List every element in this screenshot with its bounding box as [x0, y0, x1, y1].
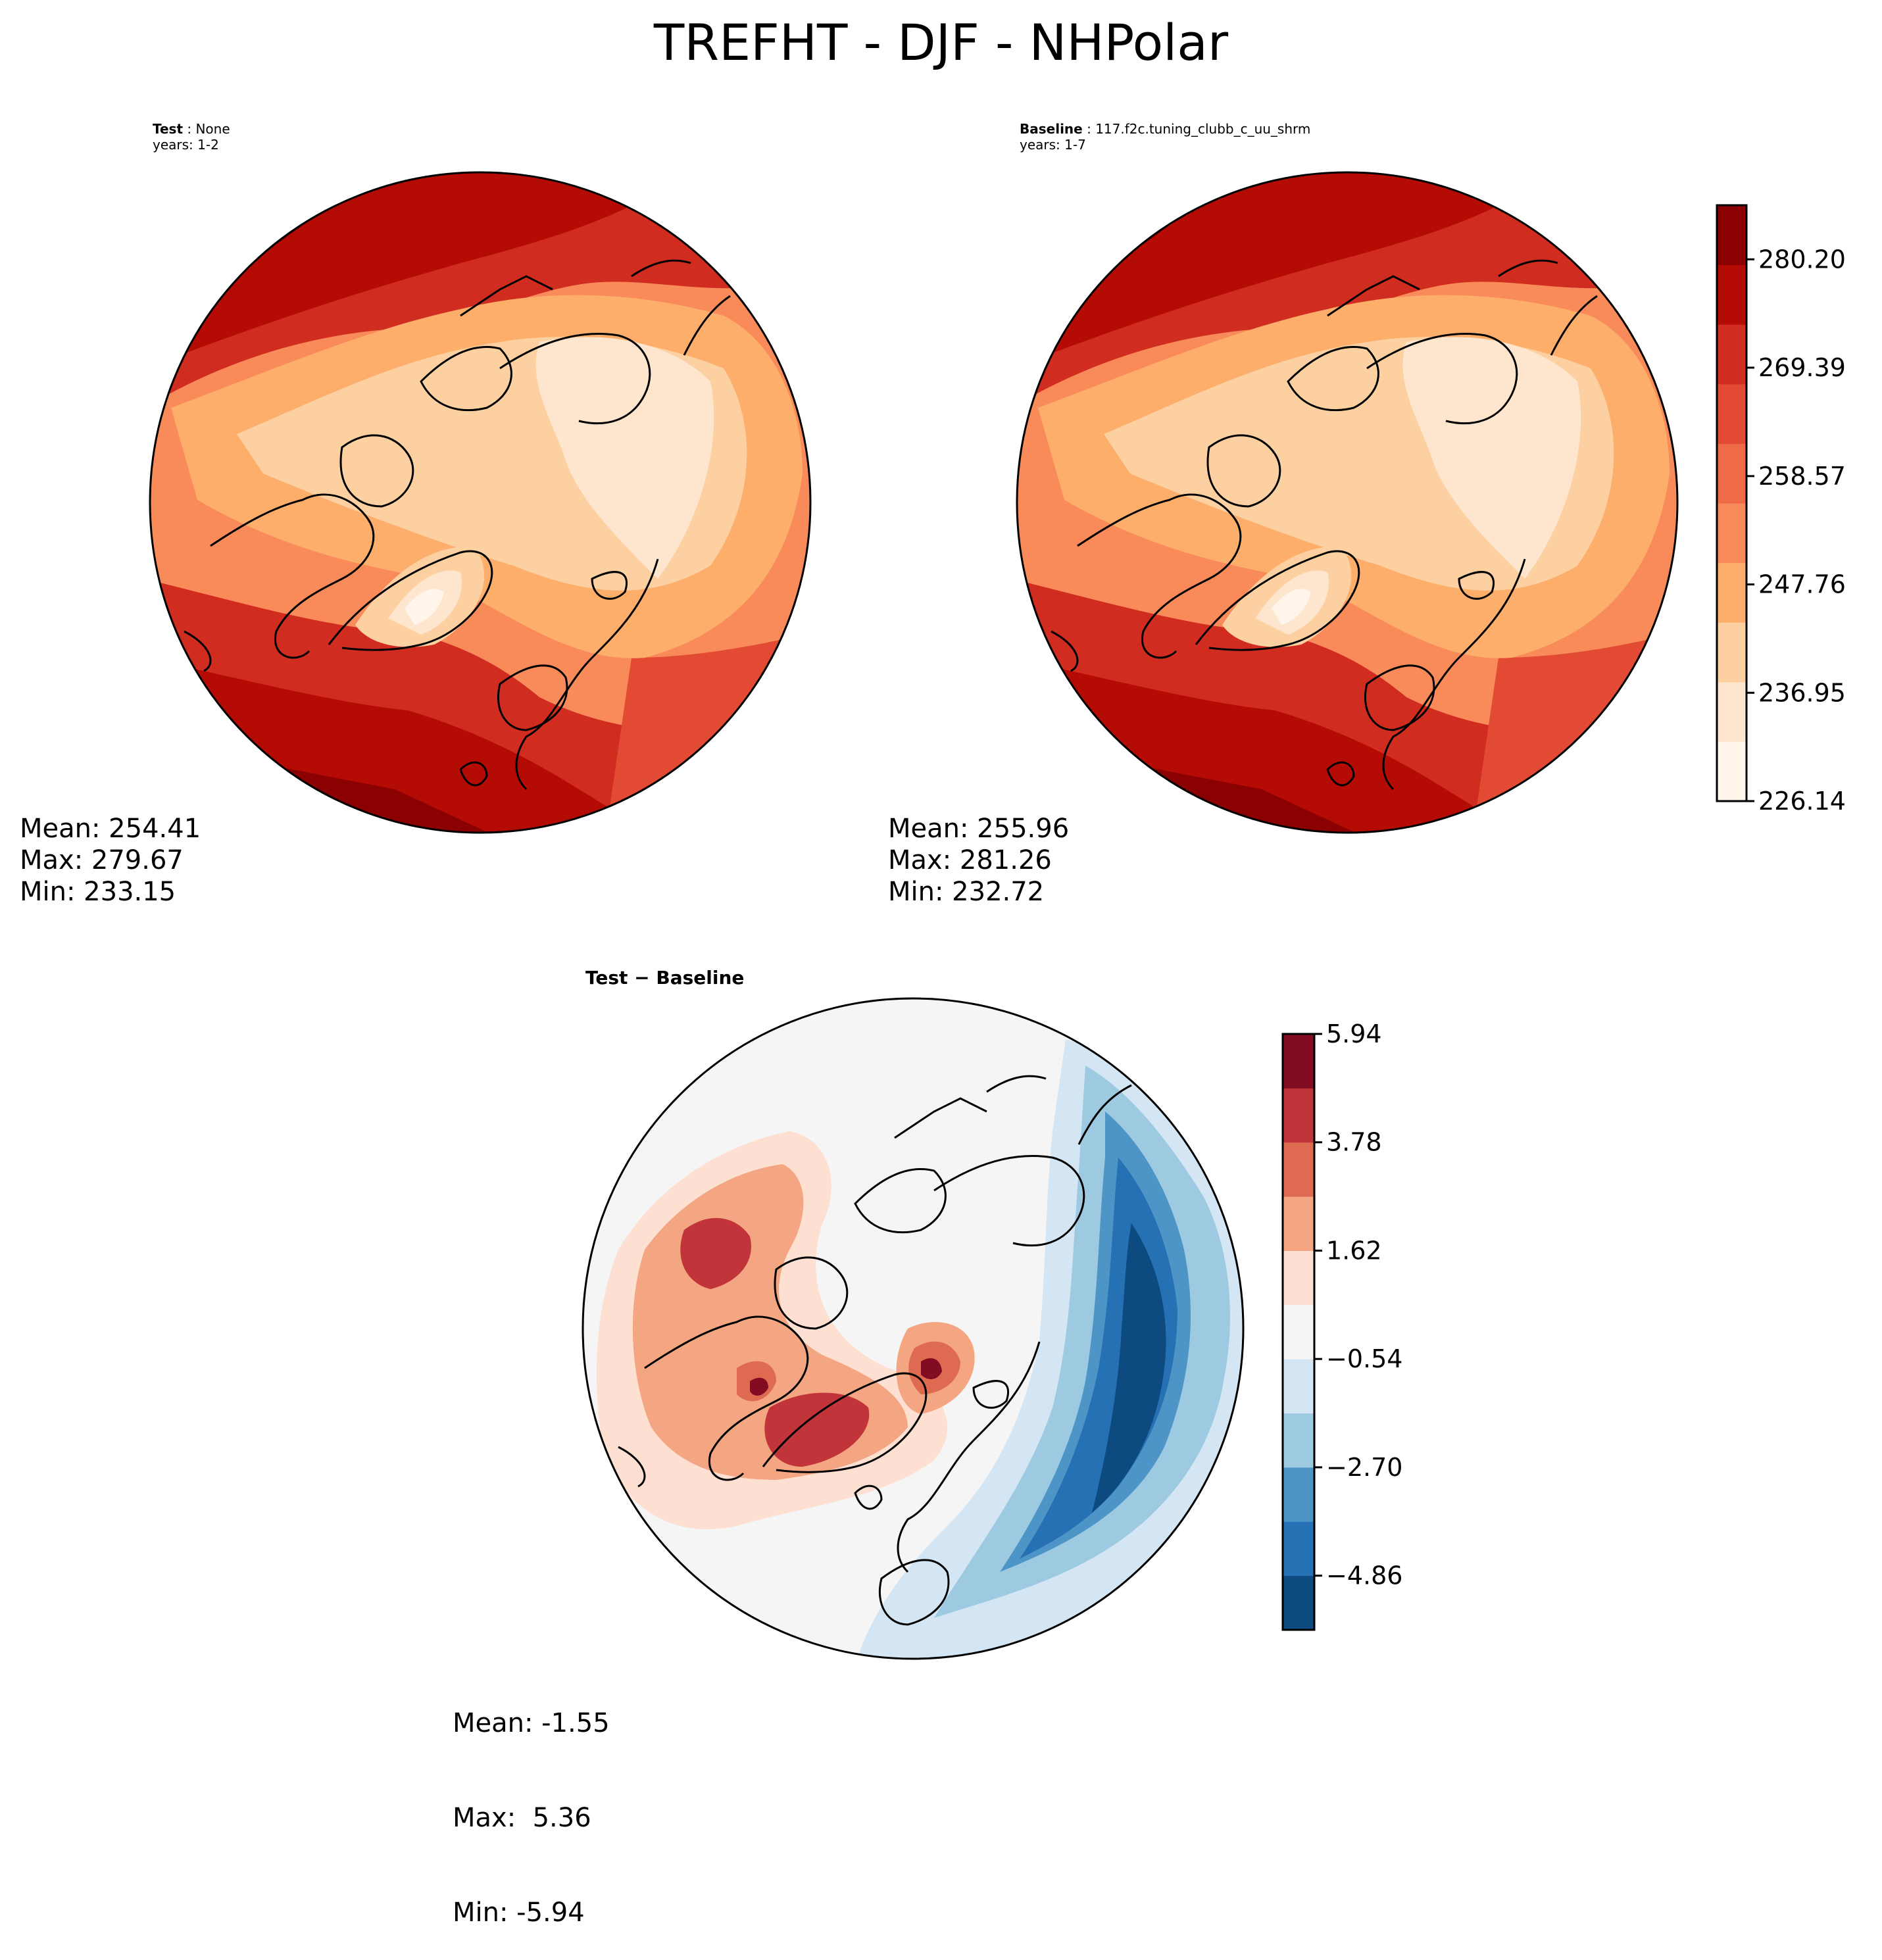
diff-colorbar-band — [1283, 1575, 1314, 1630]
figure-title: TREFHT - DJF - NHPolar — [653, 13, 1229, 72]
diff-colorbar-band — [1283, 1359, 1314, 1414]
abs-colorbar-tick-label: 280.20 — [1758, 245, 1846, 274]
abs-colorbar-ticks: 226.14 236.95 247.76 258.57 269.39 280.20 — [1746, 245, 1846, 816]
abs-colorbar-frame — [1716, 204, 1748, 802]
abs-colorbar-band — [1717, 741, 1746, 802]
abs-colorbar-bands — [1717, 205, 1746, 802]
baseline-map — [1016, 171, 1679, 834]
abs-colorbar-tick-label: 236.95 — [1758, 678, 1846, 707]
diff-colorbar-tick-label: 1.62 — [1326, 1236, 1382, 1265]
abs-colorbar-band — [1717, 324, 1746, 385]
diff-colorbar-band — [1283, 1413, 1314, 1468]
baseline-map-fill — [1017, 172, 1677, 833]
diff-colorbar-bands — [1283, 1034, 1314, 1630]
diff-stats: Mean: -1.55 Max: 5.36 Min: -5.94 — [453, 1644, 610, 1960]
test-map-fill — [150, 172, 810, 833]
test-map-boundary — [149, 171, 812, 834]
diff-mean: Mean: -1.55 — [453, 1708, 610, 1738]
abs-colorbar-tick-label: 247.76 — [1758, 570, 1846, 599]
diff-colorbar: −4.86 −2.70 −0.54 1.62 3.78 5.94 — [1281, 1019, 1402, 1631]
baseline-years: years: 1-7 — [1020, 137, 1086, 153]
diff-colorbar-band — [1283, 1196, 1314, 1251]
diff-colorbar-tick-label: −4.86 — [1326, 1561, 1402, 1590]
diff-colorbar-ticks: −4.86 −2.70 −0.54 1.62 3.78 5.94 — [1314, 1019, 1402, 1590]
diff-colorbar-band — [1283, 1250, 1314, 1306]
abs-colorbar-tick-label: 269.39 — [1758, 353, 1846, 382]
baseline-min: Min: 232.72 — [888, 877, 1045, 907]
test-years: years: 1-2 — [153, 137, 219, 153]
abs-colorbar-band — [1717, 562, 1746, 623]
diff-map-boundary — [582, 997, 1245, 1660]
diff-colorbar-band — [1283, 1304, 1314, 1360]
test-case: None — [195, 121, 230, 137]
diff-coastlines — [618, 1075, 1132, 1626]
baseline-case: 117.f2c.tuning_clubb_c_uu_shrm — [1095, 121, 1311, 137]
diff-colorbar-tick-label: −0.54 — [1326, 1344, 1402, 1373]
diff-colorbar-band — [1283, 1034, 1314, 1089]
abs-colorbar-band — [1717, 205, 1746, 266]
diff-colorbar-band — [1283, 1088, 1314, 1143]
test-name: Test — [153, 121, 184, 137]
diff-panel-title: Test − Baseline — [585, 967, 745, 989]
diff-map — [582, 997, 1245, 1660]
test-panel-label: Test : None years: 1-2 — [153, 121, 230, 153]
figure-canvas: 226.14 236.95 247.76 258.57 269.39 280.20 −4.… — [149, 171, 1846, 1660]
diff-max: Max: 5.36 — [453, 1803, 591, 1833]
diff-min: Min: -5.94 — [453, 1898, 585, 1928]
baseline-max: Max: 281.26 — [888, 845, 1052, 875]
test-max: Max: 279.67 — [20, 845, 184, 875]
abs-colorbar-band — [1717, 264, 1746, 325]
abs-colorbar-band — [1717, 383, 1746, 444]
baseline-stats: Mean: 255.96 Max: 281.26 Min: 232.72 — [888, 813, 1069, 908]
test-coastlines — [184, 259, 731, 791]
diff-colorbar-band — [1283, 1521, 1314, 1577]
baseline-name: Baseline — [1020, 121, 1083, 137]
abs-colorbar-band — [1717, 622, 1746, 683]
diff-colorbar-tick-label: 3.78 — [1326, 1128, 1382, 1157]
baseline-coastlines — [1051, 259, 1598, 791]
diff-colorbar-frame — [1281, 1033, 1316, 1631]
baseline-map-boundary — [1016, 171, 1679, 834]
baseline-panel-label: Baseline : 117.f2c.tuning_clubb_c_uu_shr… — [1020, 121, 1311, 153]
diff-colorbar-tick-label: −2.70 — [1326, 1453, 1402, 1482]
test-min: Min: 233.15 — [20, 877, 176, 907]
diff-colorbar-tick-label: 5.94 — [1326, 1019, 1382, 1048]
diff-colorbar-band — [1283, 1142, 1314, 1197]
baseline-mean: Mean: 255.96 — [888, 814, 1070, 844]
abs-colorbar-band — [1717, 681, 1746, 742]
abs-colorbar: 226.14 236.95 247.76 258.57 269.39 280.20 — [1716, 204, 1846, 816]
abs-colorbar-tick-label: 258.57 — [1758, 462, 1846, 491]
abs-colorbar-band — [1717, 443, 1746, 504]
test-map — [149, 171, 812, 834]
test-stats: Mean: 254.41 Max: 279.67 Min: 233.15 — [20, 813, 201, 908]
diff-colorbar-band — [1283, 1467, 1314, 1522]
test-mean: Mean: 254.41 — [20, 814, 201, 844]
abs-colorbar-band — [1717, 503, 1746, 564]
abs-colorbar-tick-label: 226.14 — [1758, 787, 1846, 816]
diff-map-fill — [583, 998, 1243, 1659]
